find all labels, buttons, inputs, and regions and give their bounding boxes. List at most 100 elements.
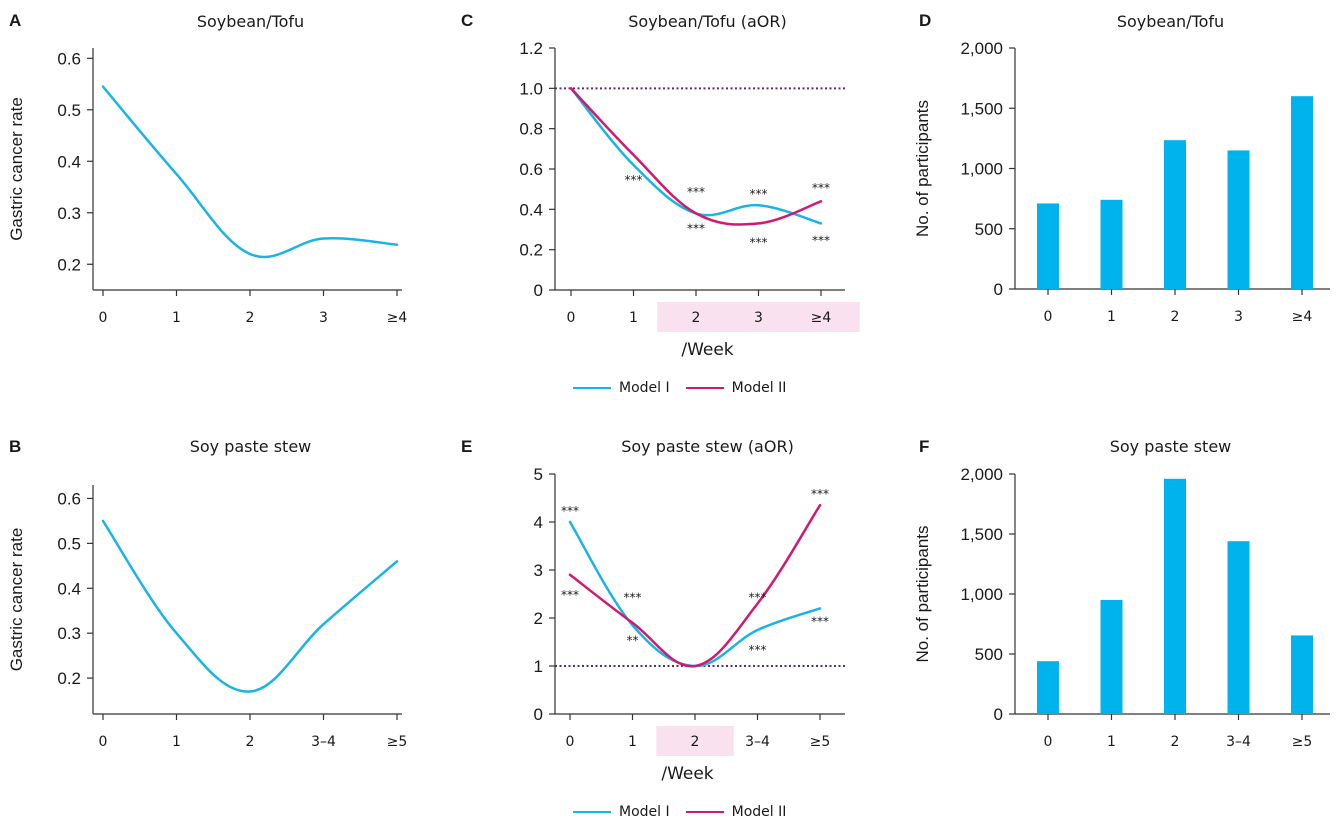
y-tick-label-c: 0.2 (519, 241, 543, 260)
y-tick-label-d: 1,000 (960, 160, 1003, 179)
x-tick-label-a: ≥4 (387, 310, 408, 326)
x-tick-label-d: 0 (1044, 309, 1053, 325)
y-axis-label-d: No. of participants (913, 100, 932, 237)
chart-title-f: Soy paste stew (1109, 437, 1232, 456)
highlight-band-c (657, 302, 860, 332)
legend-c: Model I Model II (573, 380, 802, 396)
y-axis-label-f: No. of participants (913, 525, 932, 662)
y-tick-label-d: 2,000 (960, 39, 1003, 58)
panel-label-b: B (9, 437, 22, 456)
bar-f (1227, 541, 1250, 714)
legend-item-model2: Model II (685, 380, 787, 396)
legend-swatch-model1 (573, 387, 611, 389)
panel-label-c: C (461, 11, 474, 30)
chart-d: 0 500 1,000 1,500 2,000 0 1 2 3 ≥4 No. of particip… (913, 39, 1330, 325)
x-tick-label-f: 1 (1107, 734, 1116, 750)
y-tick-label-a: 0.5 (57, 101, 81, 120)
significance-marker-e: *** (749, 643, 767, 657)
y-tick-label-c: 0.6 (519, 160, 543, 179)
panel-label-f: F (919, 437, 930, 456)
x-tick-label-e: 3–4 (745, 734, 770, 750)
legend-swatch-model2 (685, 811, 724, 813)
x-tick-label-c: 0 (567, 310, 576, 326)
y-tick-label-e: 0 (534, 705, 543, 724)
x-tick-label-d: ≥4 (1292, 309, 1313, 325)
series-line-e-2 (568, 503, 822, 668)
x-axis-label-c: /Week (681, 340, 734, 360)
significance-marker-e: *** (749, 590, 767, 604)
chart-title-b: Soy paste stew (189, 437, 312, 456)
x-tick-label-c: 2 (692, 310, 701, 326)
y-tick-label-a: 0.4 (57, 152, 81, 171)
panel-label-e: E (461, 437, 473, 456)
x-tick-label-b: ≥5 (387, 734, 408, 750)
panel-label-d: D (919, 11, 932, 30)
y-tick-label-c: 1.2 (519, 39, 543, 58)
chart-title-d: Soybean/Tofu (1116, 12, 1225, 31)
x-tick-label-d: 1 (1107, 309, 1116, 325)
x-tick-label-e: 1 (628, 734, 637, 750)
x-tick-label-b: 2 (246, 734, 255, 750)
series-line-a-1 (101, 85, 399, 259)
y-tick-label-a: 0.2 (57, 255, 81, 274)
significance-marker-c: *** (750, 187, 768, 201)
chart-title-e: Soy paste stew (aOR) (621, 437, 794, 456)
significance-marker-e: *** (561, 504, 579, 518)
legend-item-model1: Model I (573, 804, 670, 820)
y-tick-label-e: 3 (534, 561, 543, 580)
legend-label-model1: Model I (619, 804, 670, 820)
x-tick-label-f: 2 (1171, 734, 1180, 750)
y-tick-label-e: 2 (534, 609, 543, 628)
panel-label-a: A (9, 11, 22, 30)
y-tick-label-b: 0.6 (57, 489, 81, 508)
legend-swatch-model2 (685, 387, 724, 389)
chart-title-a: Soybean/Tofu (196, 12, 305, 31)
significance-marker-c: *** (750, 236, 768, 250)
x-axis-label-e: /Week (661, 764, 714, 784)
y-tick-label-f: 500 (975, 645, 1003, 664)
significance-marker-e: ** (627, 634, 639, 648)
x-tick-label-f: ≥5 (1292, 734, 1313, 750)
significance-marker-e: *** (811, 614, 829, 628)
x-tick-label-a: 2 (246, 310, 255, 326)
significance-marker-e: *** (561, 588, 579, 602)
y-tick-label-d: 0 (994, 280, 1003, 299)
y-tick-label-e: 4 (534, 513, 543, 532)
bar-d (1164, 140, 1186, 289)
legend-label-model2: Model II (731, 804, 787, 820)
legend-item-model2: Model II (685, 804, 787, 820)
chart-a: 0.2 0.3 0.4 0.5 0.6 0 1 2 3 ≥4 Gastric cancer rate (7, 48, 408, 326)
chart-c: 0 0.2 0.4 0.6 0.8 1.0 1.2 0 1 2 3 ≥4 *** *** *** *** ***… (519, 39, 860, 332)
y-tick-label-e: 5 (534, 465, 543, 484)
x-tick-label-b: 0 (99, 734, 108, 750)
series-line-b-1 (101, 519, 399, 693)
y-tick-label-f: 2,000 (960, 465, 1003, 484)
y-tick-label-c: 1.0 (519, 79, 543, 98)
bar-d (1291, 96, 1313, 289)
x-tick-label-c: 1 (629, 310, 638, 326)
y-tick-label-b: 0.4 (57, 579, 81, 598)
y-tick-label-f: 0 (994, 705, 1003, 724)
x-tick-label-b: 1 (172, 734, 181, 750)
bar-f (1100, 600, 1123, 714)
x-tick-label-c: ≥4 (811, 310, 832, 326)
y-tick-label-b: 0.3 (57, 624, 81, 643)
legend-label-model2: Model II (731, 380, 787, 396)
x-tick-label-d: 3 (1234, 309, 1243, 325)
y-tick-label-c: 0.8 (519, 120, 543, 139)
significance-marker-c: *** (812, 234, 830, 248)
bar-d (1227, 150, 1250, 289)
significance-marker-e: *** (811, 487, 829, 501)
y-axis-label-b: Gastric cancer rate (7, 528, 26, 672)
y-tick-label-a: 0.6 (57, 49, 81, 68)
series-line-c-2 (569, 87, 823, 226)
x-tick-label-a: 1 (172, 310, 181, 326)
significance-marker-c: *** (687, 185, 705, 199)
y-tick-label-f: 1,500 (960, 525, 1003, 544)
y-tick-label-a: 0.3 (57, 204, 81, 223)
y-tick-label-f: 1,000 (960, 585, 1003, 604)
y-axis-label-a: Gastric cancer rate (7, 97, 26, 241)
y-tick-label-b: 0.5 (57, 534, 81, 553)
y-tick-label-c: 0.4 (519, 200, 543, 219)
y-tick-label-d: 1,500 (960, 99, 1003, 118)
